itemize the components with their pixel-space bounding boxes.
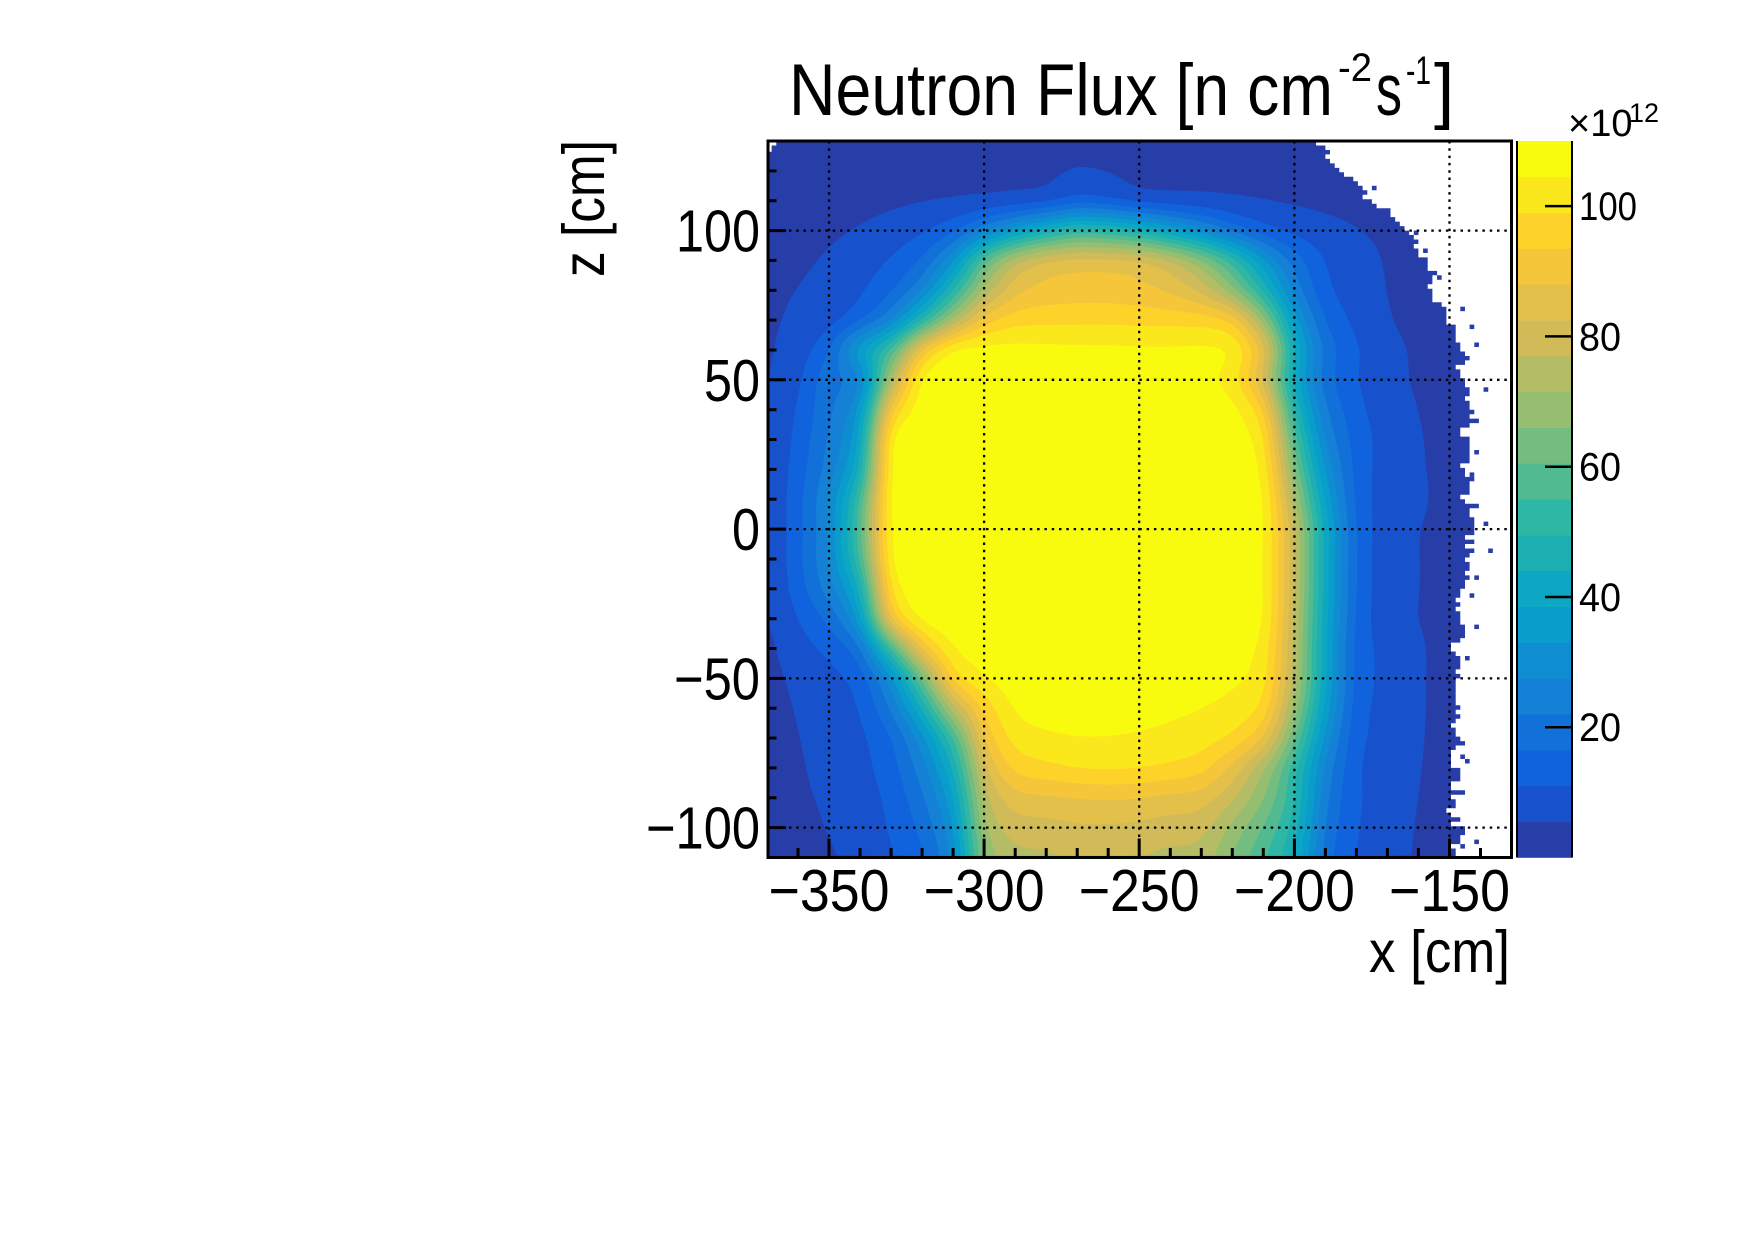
svg-text:z [cm]: z [cm] <box>551 140 617 277</box>
svg-text:60: 60 <box>1579 446 1621 490</box>
svg-text:0: 0 <box>732 496 760 563</box>
svg-text:40: 40 <box>1579 576 1621 620</box>
svg-text:100: 100 <box>1579 185 1637 229</box>
svg-text:]: ] <box>1434 50 1454 131</box>
svg-text:50: 50 <box>704 347 760 414</box>
svg-text:12: 12 <box>1629 98 1659 128</box>
svg-text:×10: ×10 <box>1568 103 1632 145</box>
svg-text:s: s <box>1376 50 1402 131</box>
svg-text:−150: −150 <box>1389 857 1510 924</box>
svg-text:x [cm]: x [cm] <box>1369 918 1510 984</box>
svg-text:−350: −350 <box>769 857 890 924</box>
svg-text:−200: −200 <box>1234 857 1355 924</box>
svg-text:Neutron Flux [n cm: Neutron Flux [n cm <box>789 49 1333 131</box>
svg-text:−100: −100 <box>646 795 760 862</box>
svg-text:−250: −250 <box>1079 857 1200 924</box>
svg-text:80: 80 <box>1579 315 1621 359</box>
svg-text:−50: −50 <box>674 645 760 712</box>
svg-text:100: 100 <box>676 198 760 265</box>
svg-text:−300: −300 <box>924 857 1045 924</box>
svg-text:20: 20 <box>1579 706 1621 750</box>
svg-text:-2: -2 <box>1338 46 1372 90</box>
svg-text:-1: -1 <box>1406 49 1431 93</box>
